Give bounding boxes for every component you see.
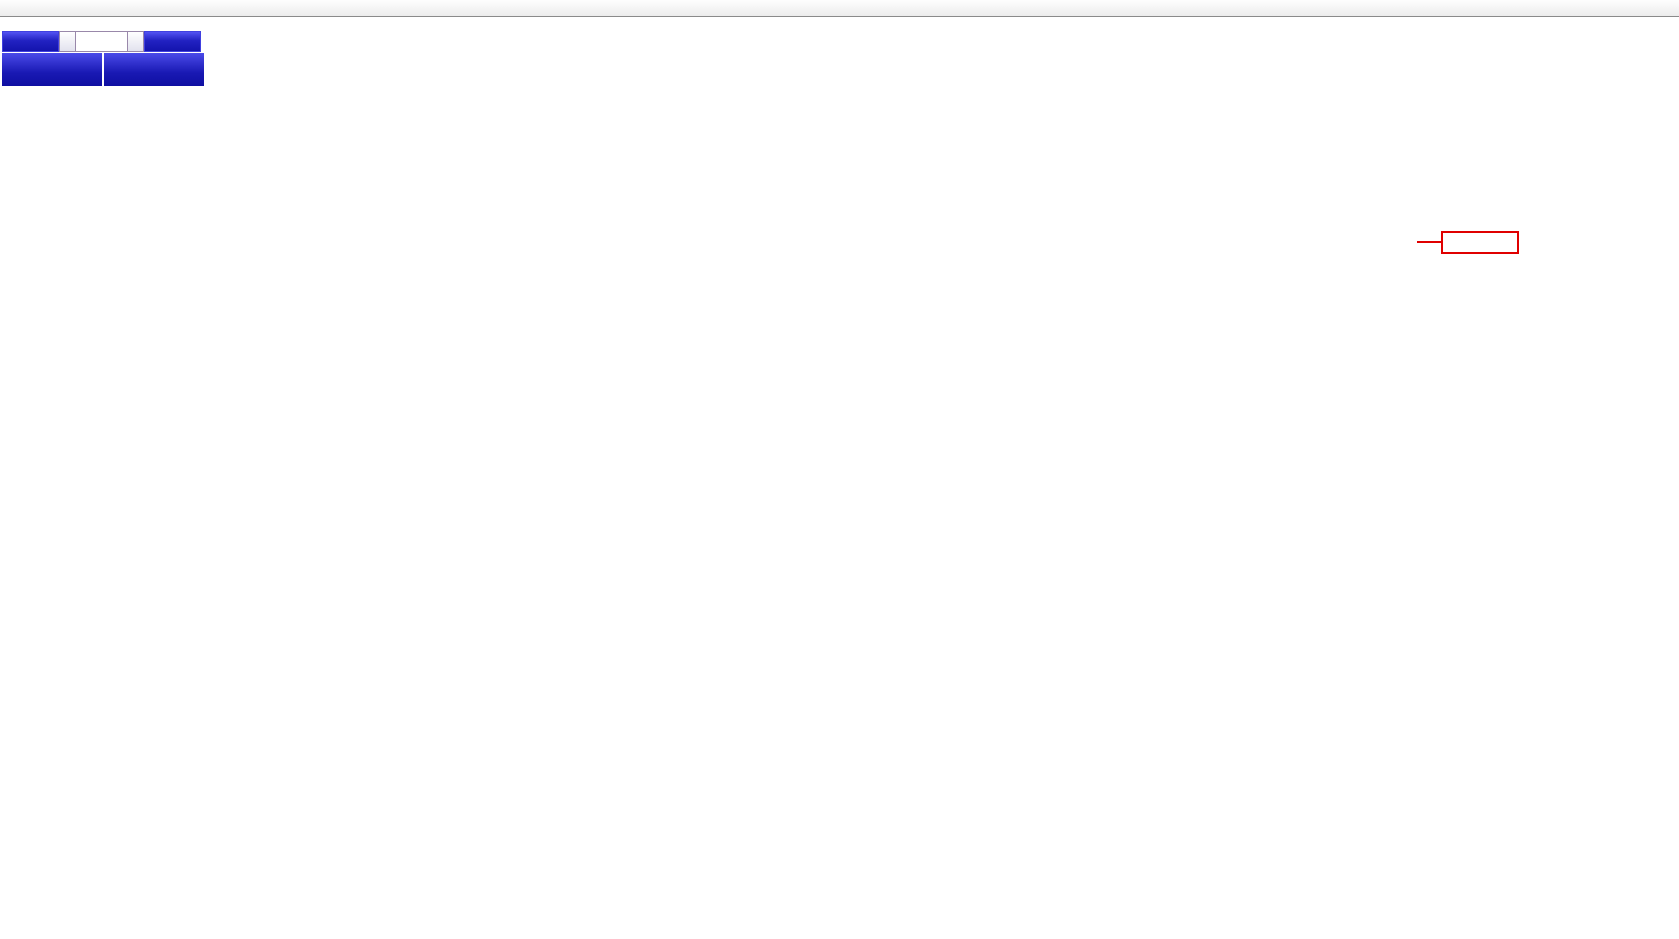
sell-button[interactable] bbox=[2, 31, 59, 52]
volume-decrease-button[interactable] bbox=[59, 31, 76, 52]
sell-price-display[interactable] bbox=[2, 53, 102, 86]
main-toolbar bbox=[0, 0, 1679, 17]
one-click-trade-panel bbox=[2, 31, 204, 86]
volume-increase-button[interactable] bbox=[127, 31, 144, 52]
price-tag-label[interactable] bbox=[1441, 231, 1519, 254]
price-tag-connector bbox=[1417, 241, 1441, 243]
buy-price-display[interactable] bbox=[104, 53, 204, 86]
volume-input[interactable] bbox=[76, 31, 127, 52]
buy-button[interactable] bbox=[144, 31, 201, 52]
